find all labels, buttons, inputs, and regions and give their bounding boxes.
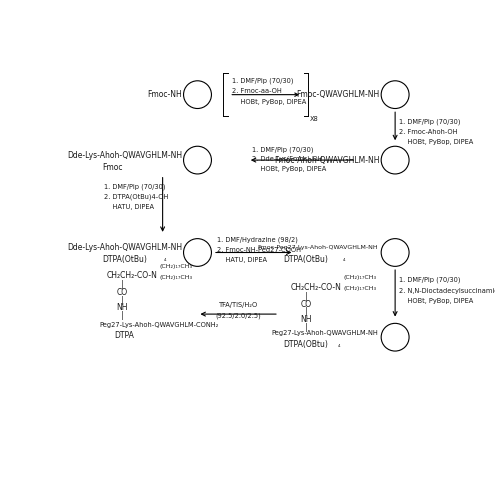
Text: CO: CO — [300, 300, 311, 308]
Text: Peg27-Lys-Ahoh-QWAVGHLM-CONH₂: Peg27-Lys-Ahoh-QWAVGHLM-CONH₂ — [99, 322, 218, 328]
Text: DTPA(OtBu): DTPA(OtBu) — [283, 255, 328, 264]
Text: ₄: ₄ — [163, 256, 166, 262]
Text: DTPA(OBtu): DTPA(OBtu) — [283, 340, 328, 349]
Text: Fmoc-Peg27-Lys-Ahoh-QWAVGHLM-NH: Fmoc-Peg27-Lys-Ahoh-QWAVGHLM-NH — [257, 246, 378, 250]
Text: 1. DMF/Pip (70/30): 1. DMF/Pip (70/30) — [252, 146, 313, 152]
Text: (CH₂)₁₇CH₃: (CH₂)₁₇CH₃ — [343, 286, 376, 291]
Text: 2. Fmoc-aa-OH: 2. Fmoc-aa-OH — [232, 88, 282, 94]
Text: Fmoc-QWAVGHLM-NH: Fmoc-QWAVGHLM-NH — [297, 90, 380, 99]
Text: (CH₂)₁₇CH₃: (CH₂)₁₇CH₃ — [159, 274, 193, 280]
Text: HOBt, PyBop, DIPEA: HOBt, PyBop, DIPEA — [399, 298, 473, 304]
Text: 2. Fmoc-Ahoh-OH: 2. Fmoc-Ahoh-OH — [399, 128, 457, 134]
Text: 1. DMF/Hydrazine (98/2): 1. DMF/Hydrazine (98/2) — [217, 237, 298, 244]
Text: CH₂CH₂-CO-N: CH₂CH₂-CO-N — [291, 282, 342, 292]
Text: |: | — [121, 280, 124, 289]
Text: 2. Fmoc-NH-Peg27-COOH: 2. Fmoc-NH-Peg27-COOH — [217, 247, 301, 253]
Text: Peg27-Lys-Ahoh-QWAVGHLM-NH: Peg27-Lys-Ahoh-QWAVGHLM-NH — [271, 330, 378, 336]
Text: (92.5/2.0/2.5): (92.5/2.0/2.5) — [216, 312, 261, 319]
Text: DTPA(OtBu): DTPA(OtBu) — [102, 255, 147, 264]
Text: CO: CO — [117, 288, 128, 297]
Text: HOBt, PyBop, DIPEA: HOBt, PyBop, DIPEA — [232, 98, 306, 104]
Text: DTPA: DTPA — [114, 331, 135, 340]
Text: Fmoc-Ahoh-QWAVGHLM-NH: Fmoc-Ahoh-QWAVGHLM-NH — [274, 156, 380, 164]
Text: 2. N,N-Dioctadecylsuccinamic acid: 2. N,N-Dioctadecylsuccinamic acid — [399, 288, 495, 294]
Text: Fmoc: Fmoc — [102, 162, 123, 172]
Text: |: | — [121, 311, 124, 320]
Text: (CH₂)₁₇CH₃: (CH₂)₁₇CH₃ — [159, 264, 193, 269]
Text: Fmoc-NH: Fmoc-NH — [147, 90, 182, 99]
Text: |: | — [305, 308, 307, 316]
Text: |: | — [305, 322, 307, 332]
Text: HATU, DIPEA: HATU, DIPEA — [217, 257, 267, 263]
Text: NH: NH — [117, 304, 128, 312]
Text: (CH₂)₁₇CH₃: (CH₂)₁₇CH₃ — [343, 276, 376, 280]
Text: |: | — [121, 296, 124, 304]
Text: X8: X8 — [310, 116, 319, 122]
Text: HOBt, PyBop, DIPEA: HOBt, PyBop, DIPEA — [399, 138, 473, 144]
Text: HATU, DIPEA: HATU, DIPEA — [104, 204, 154, 210]
Text: 2. Dde-Lys(Fmoc)-OH: 2. Dde-Lys(Fmoc)-OH — [252, 156, 322, 162]
Text: 2. DTPA(OtBu)4-OH: 2. DTPA(OtBu)4-OH — [104, 194, 169, 200]
Text: CH₂CH₂-CO-N: CH₂CH₂-CO-N — [107, 271, 158, 280]
Text: |: | — [305, 292, 307, 301]
Text: NH: NH — [300, 315, 312, 324]
Text: ₄: ₄ — [338, 342, 340, 348]
Text: 1. DMF/Pip (70/30): 1. DMF/Pip (70/30) — [399, 118, 460, 125]
Text: ₄: ₄ — [343, 256, 346, 262]
Text: HOBt, PyBop, DIPEA: HOBt, PyBop, DIPEA — [252, 166, 326, 172]
Text: 1. DMF/Pip (70/30): 1. DMF/Pip (70/30) — [104, 184, 166, 190]
Text: Dde-Lys-Ahoh-QWAVGHLM-NH: Dde-Lys-Ahoh-QWAVGHLM-NH — [67, 151, 182, 160]
Text: 1. DMF/Pip (70/30): 1. DMF/Pip (70/30) — [232, 78, 294, 84]
Text: 1. DMF/Pip (70/30): 1. DMF/Pip (70/30) — [399, 276, 460, 282]
Text: Dde-Lys-Ahoh-QWAVGHLM-NH: Dde-Lys-Ahoh-QWAVGHLM-NH — [67, 244, 182, 252]
Text: TFA/TIS/H₂O: TFA/TIS/H₂O — [219, 302, 258, 308]
